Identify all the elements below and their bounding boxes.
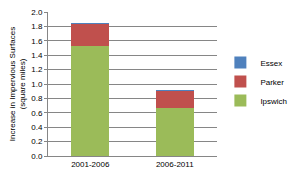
svg-text:1.4: 1.4 [31,51,43,60]
svg-text:0.8: 0.8 [31,94,43,103]
svg-text:0.2: 0.2 [31,137,43,146]
svg-text:Parker: Parker [260,78,284,87]
svg-text:0.6: 0.6 [31,109,43,118]
svg-text:2006-2011: 2006-2011 [156,160,194,169]
svg-text:1.8: 1.8 [31,22,43,31]
svg-text:Increase in Impervious Surface: Increase in Impervious Surfaces(square m… [8,27,27,141]
svg-text:Essex: Essex [260,59,282,68]
svg-text:0.4: 0.4 [31,123,43,132]
svg-text:2.0: 2.0 [31,8,43,17]
svg-text:1.2: 1.2 [31,65,43,74]
svg-text:Ipswich: Ipswich [260,97,287,106]
svg-text:1.0: 1.0 [31,80,43,89]
svg-text:1.6: 1.6 [31,37,43,46]
svg-text:0.0: 0.0 [31,152,43,161]
svg-text:2001-2006: 2001-2006 [71,160,110,169]
